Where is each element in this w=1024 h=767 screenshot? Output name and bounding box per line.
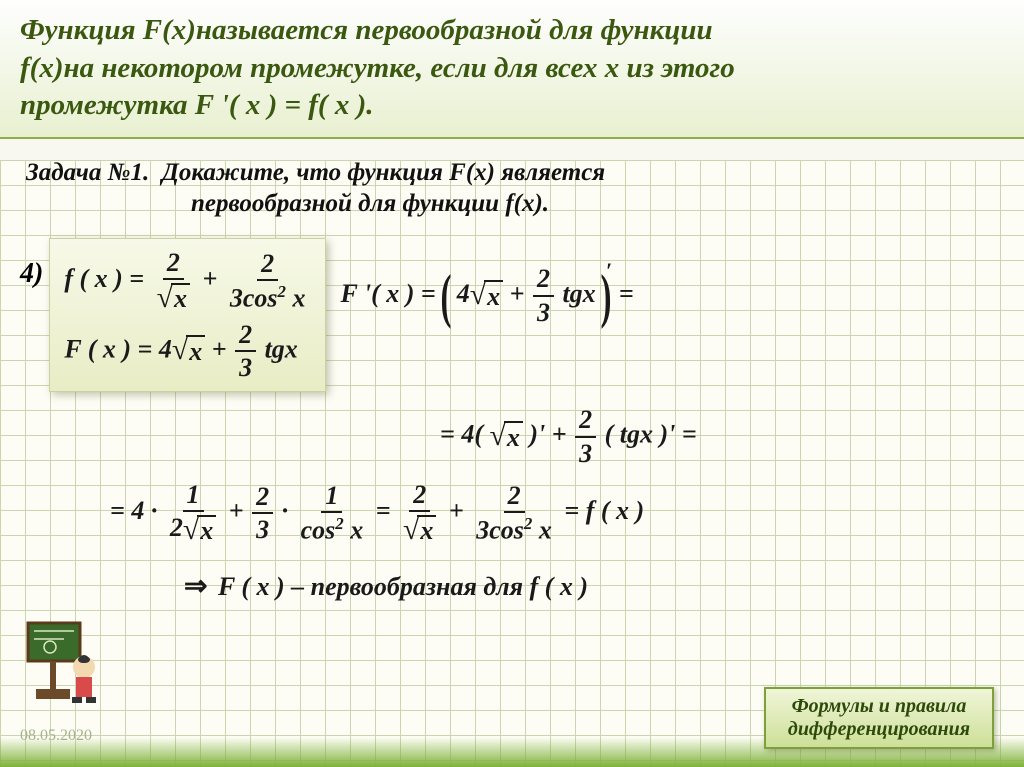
task-text2: первообразной для функции f(x). <box>191 188 1004 219</box>
problem-row: 4) f ( x ) = 2 √x + 2 3cos2 x F ( x ) = … <box>20 238 1004 393</box>
definition-line3: промежутка F '( x ) = f( x ). <box>20 87 1004 125</box>
task-text1: Докажите, что функция F(x) является <box>162 159 605 186</box>
definition-header: Функция F(x)называется первообразной для… <box>0 0 1024 139</box>
fx-expression: f ( x ) = 2 √x + 2 3cos2 x <box>64 249 311 313</box>
content-area: Задача №1. Докажите, что функция F(x) яв… <box>0 139 1024 613</box>
fprime-step1: F '( x ) = ( 4√x + 23 tgx )′ = <box>340 258 633 326</box>
definition-line1: Функция F(x)называется первообразной для… <box>20 12 1004 50</box>
formulas-button-line1: Формулы и правила <box>788 695 970 718</box>
problem-number: 4) <box>20 258 43 290</box>
implies-arrow-icon: ⇒ <box>184 571 207 602</box>
slide-date: 08.05.2020 <box>20 727 92 745</box>
formulas-button[interactable]: Формулы и правила дифференцирования <box>764 687 994 749</box>
definition-line2: f(x)на некотором промежутке, если для вс… <box>20 50 1004 88</box>
step2: = 4( √x )' + 23 ( tgx )' = <box>440 406 1004 467</box>
capital-fx-expression: F ( x ) = 4√x + 23 tgx <box>64 321 311 382</box>
step3: = 4 · 1 2√x + 23 · 1 cos2 x = 2 √x + 2 3… <box>110 481 1004 545</box>
task-label: Задача №1. <box>26 159 149 186</box>
conclusion-line: ⇒ F ( x ) – первообразная для f ( x ) <box>180 569 1004 603</box>
task-statement: Задача №1. Докажите, что функция F(x) яв… <box>26 157 1004 220</box>
mascot-icon <box>20 617 110 707</box>
given-functions-box: f ( x ) = 2 √x + 2 3cos2 x F ( x ) = 4√x… <box>49 238 326 393</box>
formulas-button-line2: дифференцирования <box>788 718 970 741</box>
